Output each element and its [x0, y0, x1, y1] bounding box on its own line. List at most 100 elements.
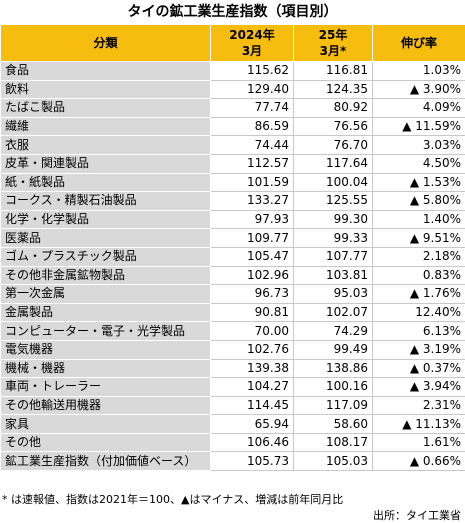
- value-cell: 105.03: [293, 451, 373, 472]
- value-cell: 116.81: [293, 61, 373, 81]
- value-cell: ▲ 5.80%: [372, 191, 465, 211]
- header-cell: 25年 3月*: [293, 24, 373, 62]
- value-cell: ▲ 11.59%: [372, 116, 465, 137]
- value-cell: ▲ 9.51%: [372, 228, 465, 248]
- category-cell: 家具: [0, 414, 211, 434]
- category-cell: その他輸送用機器: [0, 395, 211, 416]
- header-cell: 分類: [0, 24, 211, 62]
- table-row: コンピューター・電子・光学製品 70.00 74.29 6.13%: [0, 321, 465, 341]
- value-cell: 70.00: [210, 321, 294, 341]
- index-table: 分類 2024年 3月 25年 3月* 伸び率 食品 115.62 116.81 1.03%…: [0, 24, 465, 472]
- header-row: 分類 2024年 3月 25年 3月* 伸び率: [0, 24, 465, 62]
- value-cell: 99.30: [293, 209, 373, 230]
- header-cell: 伸び率: [372, 24, 465, 62]
- category-cell: 紙・紙製品: [0, 172, 211, 193]
- value-cell: 102.07: [293, 302, 373, 323]
- category-cell: 車両・トレーラー: [0, 377, 211, 397]
- value-cell: 129.40: [210, 79, 294, 100]
- value-cell: 115.62: [210, 61, 294, 81]
- value-cell: 105.47: [210, 246, 294, 267]
- category-cell: コンピューター・電子・光学製品: [0, 321, 211, 341]
- table-row: 電気機器 102.76 99.49 ▲ 3.19%: [0, 339, 465, 360]
- source: 出所：タイ工業省: [373, 509, 461, 522]
- value-cell: 1.61%: [372, 432, 465, 453]
- value-cell: 58.60: [293, 414, 373, 434]
- table-row: 衣服 74.44 76.70 3.03%: [0, 135, 465, 155]
- value-cell: 95.03: [293, 284, 373, 304]
- value-cell: 105.73: [210, 451, 294, 472]
- value-cell: 76.56: [293, 116, 373, 137]
- value-cell: 2.31%: [372, 395, 465, 416]
- footnote: * は速報値、指数は2021年＝100、▲はマイナス、増減は前年同月比: [2, 493, 344, 506]
- category-cell: その他非金属鉱物製品: [0, 265, 211, 286]
- value-cell: 3.03%: [372, 135, 465, 155]
- category-cell: 飲料: [0, 79, 211, 100]
- category-cell: コークス・精製石油製品: [0, 191, 211, 211]
- table-row: 飲料 129.40 124.35 ▲ 3.90%: [0, 79, 465, 100]
- value-cell: 74.44: [210, 135, 294, 155]
- title: タイの鉱工業生産指数（項目別）: [127, 4, 338, 20]
- value-cell: 103.81: [293, 265, 373, 286]
- table-body: 食品 115.62 116.81 1.03% 飲料 129.40 124.35 ▲ 3.90%…: [0, 61, 465, 472]
- value-cell: 101.59: [210, 172, 294, 193]
- value-cell: ▲ 1.76%: [372, 284, 465, 304]
- table-row: 化学・化学製品 97.93 99.30 1.40%: [0, 209, 465, 230]
- category-cell: たばこ製品: [0, 98, 211, 118]
- category-cell: 金属製品: [0, 302, 211, 323]
- category-cell: 衣服: [0, 135, 211, 155]
- category-cell: 繊維: [0, 116, 211, 137]
- value-cell: 139.38: [210, 358, 294, 379]
- category-cell: 食品: [0, 61, 211, 81]
- value-cell: 2.18%: [372, 246, 465, 267]
- value-cell: 0.83%: [372, 265, 465, 286]
- value-cell: 112.57: [210, 153, 294, 174]
- header-cell: 2024年 3月: [210, 24, 294, 62]
- value-cell: 1.03%: [372, 61, 465, 81]
- table-row: 皮革・関連製品 112.57 117.64 4.50%: [0, 153, 465, 174]
- value-cell: 104.27: [210, 377, 294, 397]
- category-cell: その他: [0, 432, 211, 453]
- value-cell: 138.86: [293, 358, 373, 379]
- table-row: 医薬品 109.77 99.33 ▲ 9.51%: [0, 228, 465, 248]
- value-cell: 117.64: [293, 153, 373, 174]
- value-cell: 124.35: [293, 79, 373, 100]
- category-cell: 機械・機器: [0, 358, 211, 379]
- value-cell: 106.46: [210, 432, 294, 453]
- value-cell: 1.40%: [372, 209, 465, 230]
- category-cell: 医薬品: [0, 228, 211, 248]
- table-row: コークス・精製石油製品 133.27 125.55 ▲ 5.80%: [0, 191, 465, 211]
- table-row: その他 106.46 108.17 1.61%: [0, 432, 465, 453]
- value-cell: 4.50%: [372, 153, 465, 174]
- table-row: 車両・トレーラー 104.27 100.16 ▲ 3.94%: [0, 377, 465, 397]
- table-row: その他輸送用機器 114.45 117.09 2.31%: [0, 395, 465, 416]
- value-cell: 74.29: [293, 321, 373, 341]
- value-cell: ▲ 3.19%: [372, 339, 465, 360]
- category-cell: ゴム・プラスチック製品: [0, 246, 211, 267]
- table-row: 金属製品 90.81 102.07 12.40%: [0, 302, 465, 323]
- table-row: 繊維 86.59 76.56 ▲ 11.59%: [0, 116, 465, 137]
- value-cell: 86.59: [210, 116, 294, 137]
- value-cell: 100.04: [293, 172, 373, 193]
- value-cell: 102.96: [210, 265, 294, 286]
- table-row: その他非金属鉱物製品 102.96 103.81 0.83%: [0, 265, 465, 286]
- value-cell: 80.92: [293, 98, 373, 118]
- value-cell: 99.33: [293, 228, 373, 248]
- value-cell: 97.93: [210, 209, 294, 230]
- value-cell: 6.13%: [372, 321, 465, 341]
- category-cell: 化学・化学製品: [0, 209, 211, 230]
- value-cell: 100.16: [293, 377, 373, 397]
- value-cell: ▲ 3.90%: [372, 79, 465, 100]
- value-cell: 65.94: [210, 414, 294, 434]
- value-cell: 114.45: [210, 395, 294, 416]
- table-row: 食品 115.62 116.81 1.03%: [0, 61, 465, 81]
- table-row: 紙・紙製品 101.59 100.04 ▲ 1.53%: [0, 172, 465, 193]
- value-cell: 133.27: [210, 191, 294, 211]
- value-cell: 102.76: [210, 339, 294, 360]
- value-cell: 77.74: [210, 98, 294, 118]
- category-cell: 鉱工業生産指数（付加価値ベース）: [0, 451, 211, 472]
- value-cell: 99.49: [293, 339, 373, 360]
- value-cell: ▲ 0.37%: [372, 358, 465, 379]
- table-row: 鉱工業生産指数（付加価値ベース） 105.73 105.03 ▲ 0.66%: [0, 451, 465, 472]
- table-row: ゴム・プラスチック製品 105.47 107.77 2.18%: [0, 246, 465, 267]
